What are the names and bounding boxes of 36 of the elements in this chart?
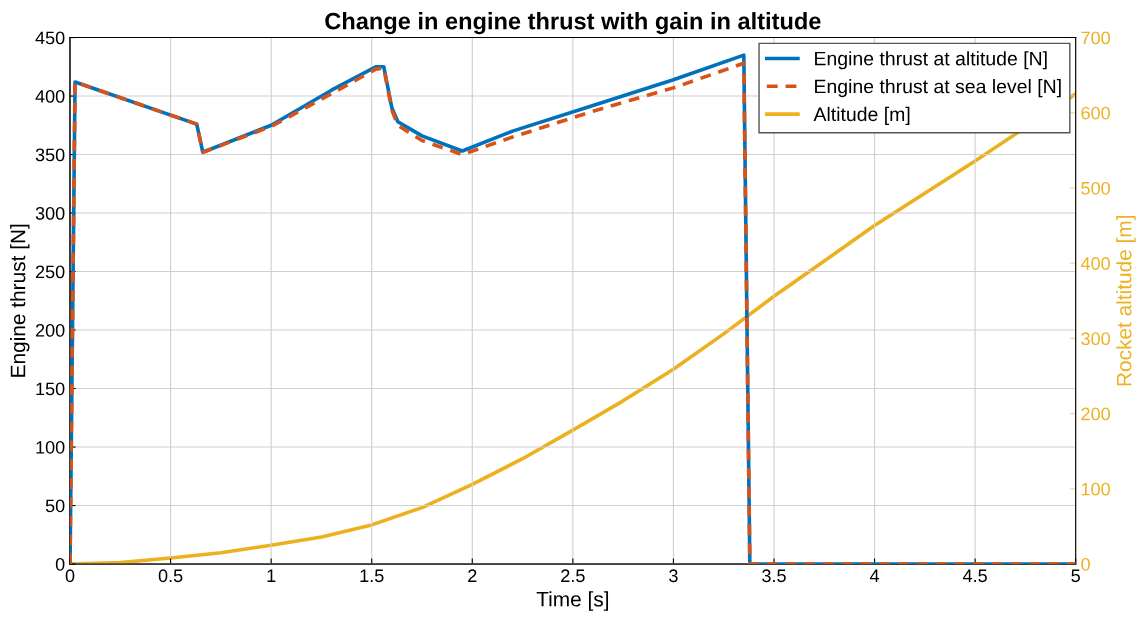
x-axis-title: Time [s] [536, 591, 609, 611]
y2-tick-label: 600 [1081, 106, 1110, 120]
legend-label: Engine thrust at altitude [N] [815, 51, 1047, 70]
y2-tick-label: 700 [1081, 31, 1110, 45]
x-tick-label: 2.5 [561, 569, 585, 583]
y-tick-label: 0 [55, 557, 65, 571]
x-tick-label: 1.5 [360, 569, 384, 583]
x-tick-label: 5 [1071, 569, 1080, 583]
y2-tick-label: 100 [1081, 482, 1110, 496]
x-tick-label: 4.5 [962, 569, 987, 583]
y-tick-label: 400 [35, 89, 65, 103]
legend-label: Engine thrust at sea level [N] [815, 79, 1061, 98]
y-tick-label: 300 [35, 206, 65, 220]
y-tick-label: 100 [36, 440, 65, 454]
y-tick-label: 150 [36, 382, 65, 396]
x-tick-label: 4 [869, 569, 880, 582]
x-tick-label: 1 [267, 569, 276, 582]
x-tick-label: 3.5 [762, 569, 786, 583]
legend-label: Altitude [m] [813, 106, 910, 125]
y-axis-title: Engine thrust [N] [10, 224, 30, 377]
y2-tick-label: 200 [1081, 407, 1110, 421]
x-tick-label: 0 [65, 569, 75, 583]
x-tick-label: 3 [669, 569, 678, 583]
y2-axis-title: Rocket altitude [m] [1116, 216, 1136, 386]
y2-tick-label: 0 [1081, 557, 1090, 571]
y-tick-label: 50 [45, 499, 65, 513]
x-tick-label: 2 [468, 569, 477, 582]
y2-tick-label: 400 [1080, 257, 1110, 270]
y2-tick-label: 500 [1081, 181, 1110, 195]
y-tick-label: 250 [35, 265, 65, 279]
x-tick-label: 0.5 [158, 569, 183, 583]
y2-tick-label: 300 [1081, 332, 1110, 346]
y-tick-label: 450 [35, 31, 65, 45]
chart-title: Change in engine thrust with gain in altitude [325, 12, 821, 35]
y-tick-label: 200 [35, 323, 65, 337]
y-tick-label: 350 [35, 148, 65, 162]
